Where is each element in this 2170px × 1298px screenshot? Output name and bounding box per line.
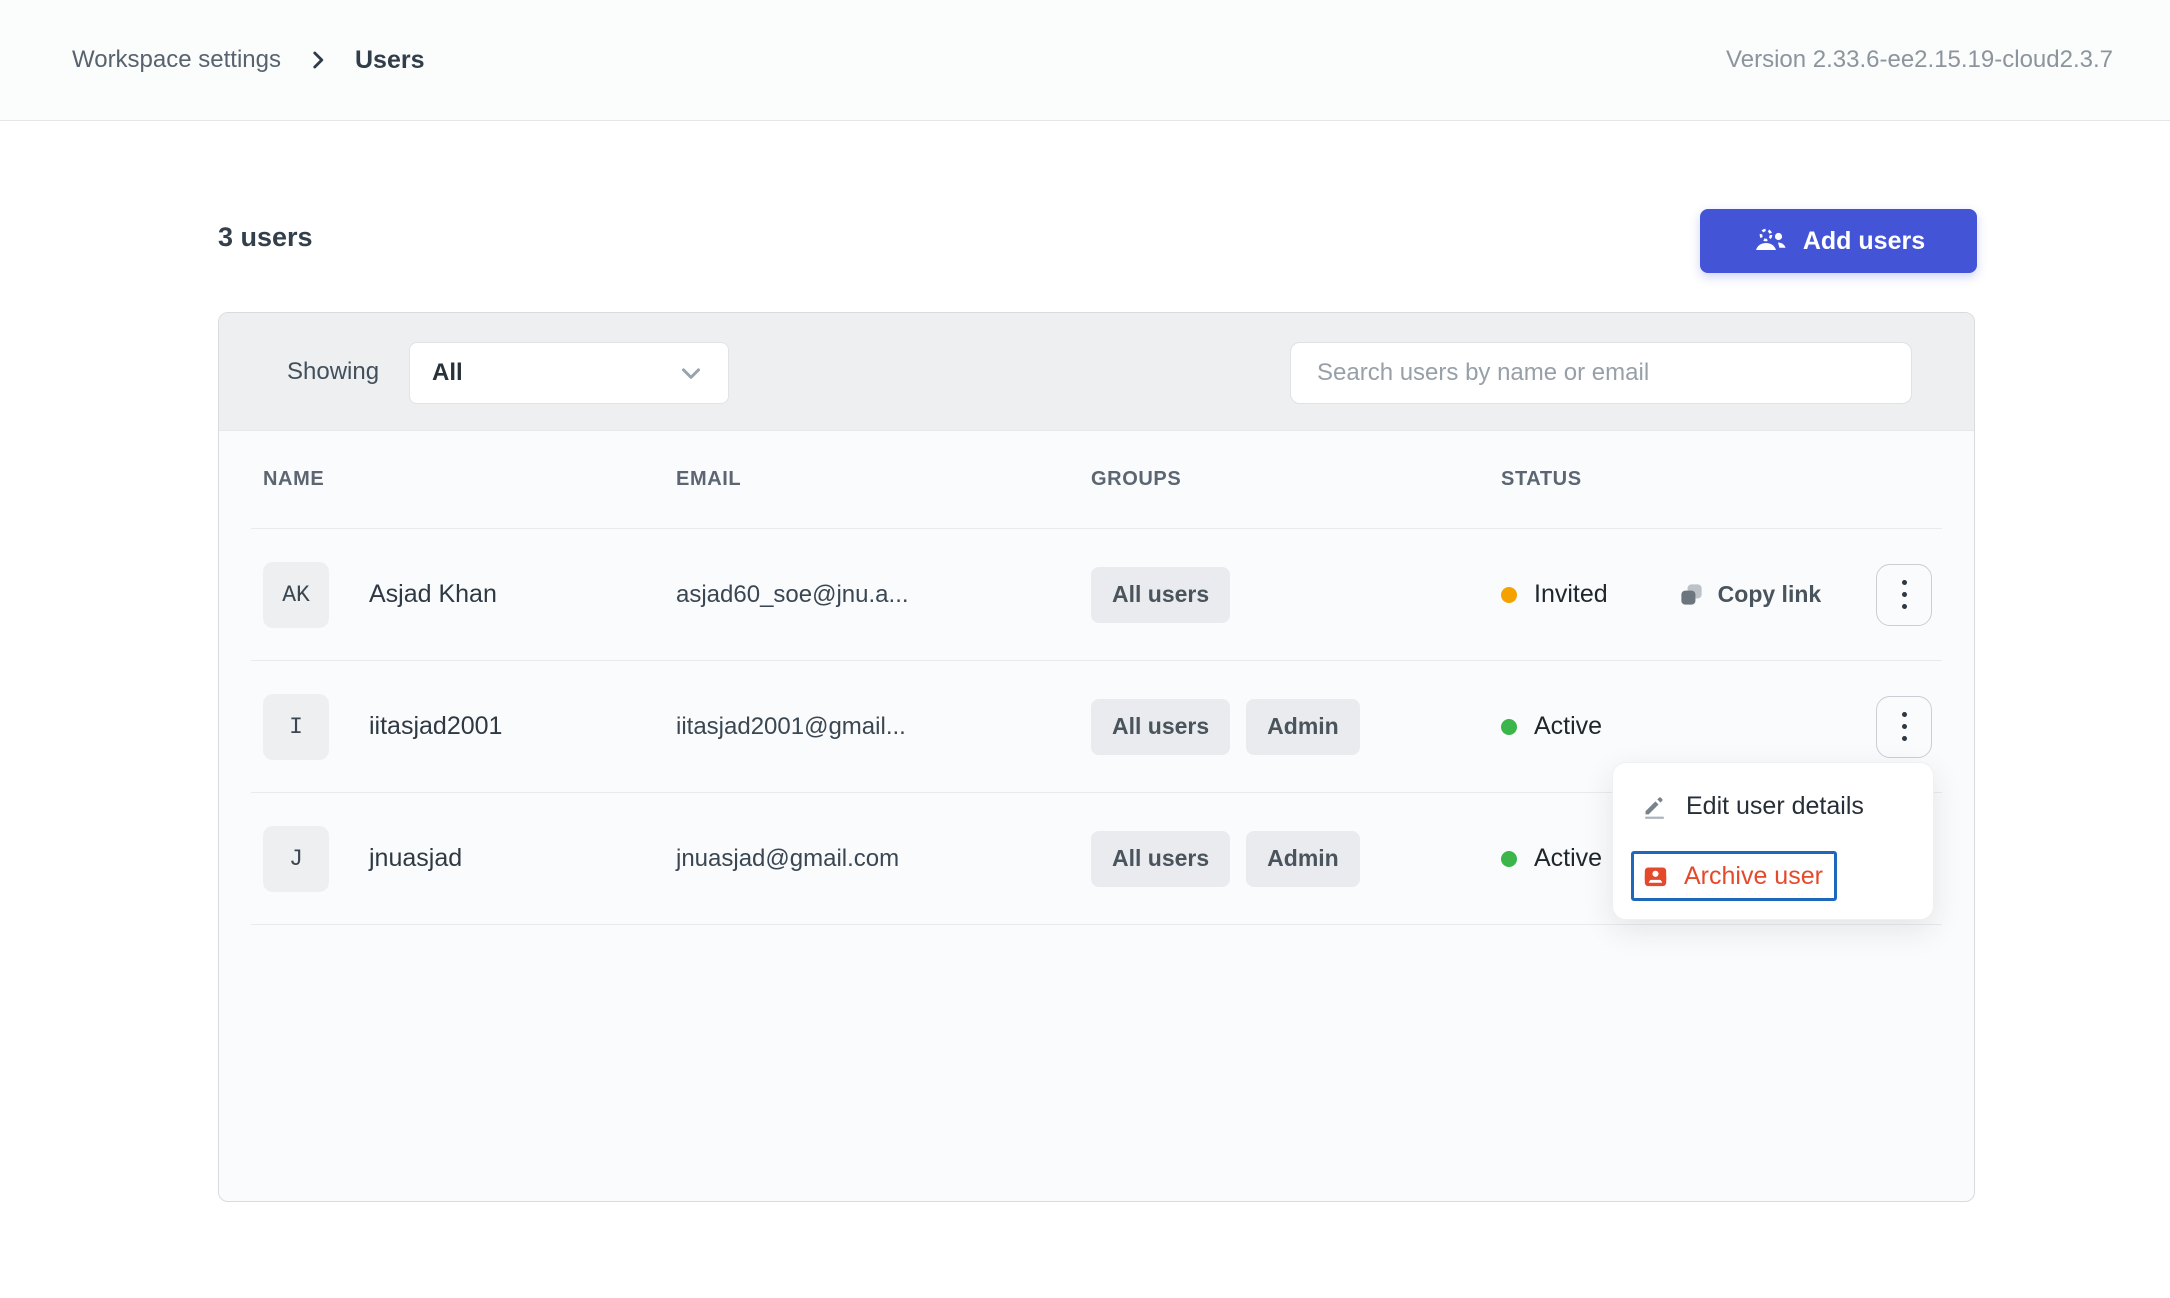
showing-label: Showing	[287, 358, 380, 385]
column-header-groups: GROUPS	[1091, 468, 1182, 490]
menu-item-label: Archive user	[1684, 861, 1823, 890]
user-email: jnuasjad@gmail.com	[676, 844, 900, 872]
copy-icon	[1678, 581, 1705, 608]
status-active-dot-icon	[1501, 850, 1517, 867]
status-label: Active	[1534, 712, 1603, 740]
column-header-name: NAME	[263, 468, 325, 490]
column-header-email: EMAIL	[676, 468, 742, 490]
status-invited-dot-icon	[1501, 586, 1517, 603]
avatar: J	[263, 825, 329, 892]
group-badge: Admin	[1246, 830, 1360, 887]
user-count-heading: 3 users	[218, 222, 313, 252]
menu-item-label: Edit user details	[1686, 791, 1864, 820]
user-filter-select[interactable]: All	[409, 342, 729, 404]
version-text: Version 2.33.6-ee2.15.19-cloud2.3.7	[1726, 46, 2113, 73]
breadcrumb-workspace-settings[interactable]: Workspace settings	[72, 46, 281, 73]
user-email: iitasjad2001@gmail...	[676, 712, 906, 740]
group-badge: All users	[1091, 698, 1231, 755]
user-name: Asjad Khan	[369, 580, 497, 608]
table-header-row: NAME EMAIL GROUPS STATUS	[251, 431, 1942, 529]
copy-link-button[interactable]: Copy link	[1678, 581, 1822, 608]
filter-bar: Showing All	[219, 313, 1974, 431]
users-group-icon	[1752, 228, 1788, 254]
filter-selected-value: All	[432, 359, 463, 386]
group-badge: All users	[1091, 566, 1231, 623]
user-email: asjad60_soe@jnu.a...	[676, 580, 909, 608]
table-row: J jnuasjad jnuasjad@gmail.com All users …	[251, 793, 1942, 925]
row-actions-menu: Edit user details Archive user	[1612, 762, 1934, 920]
row-actions-kebab-button[interactable]	[1876, 695, 1932, 758]
add-users-button[interactable]: Add users	[1700, 209, 1977, 273]
chevron-right-icon	[305, 47, 331, 73]
top-bar: Workspace settings Users Version 2.33.6-…	[0, 0, 2170, 121]
avatar: AK	[263, 561, 329, 628]
group-badge: Admin	[1246, 698, 1360, 755]
status-label: Invited	[1534, 580, 1608, 608]
status-label: Active	[1534, 844, 1603, 872]
column-header-status: STATUS	[1501, 468, 1582, 490]
user-name: iitasjad2001	[369, 712, 503, 740]
user-name: jnuasjad	[369, 844, 463, 872]
users-panel: Showing All NAME EMAIL GROUPS STATUS AK …	[218, 312, 1975, 1202]
status-active-dot-icon	[1501, 718, 1517, 735]
edit-pencil-icon	[1641, 793, 1668, 820]
search-input[interactable]	[1290, 342, 1912, 404]
menu-item-archive-user[interactable]: Archive user	[1631, 851, 1837, 901]
archive-user-icon	[1642, 863, 1669, 890]
group-badge: All users	[1091, 830, 1231, 887]
avatar: I	[263, 693, 329, 760]
row-actions-kebab-button[interactable]	[1876, 563, 1932, 626]
copy-link-label: Copy link	[1717, 581, 1822, 607]
breadcrumb: Workspace settings Users	[72, 0, 424, 120]
chevron-down-icon	[676, 358, 706, 388]
breadcrumb-users: Users	[354, 45, 425, 74]
table-row: AK Asjad Khan asjad60_soe@jnu.a... All u…	[251, 529, 1942, 661]
users-table: NAME EMAIL GROUPS STATUS AK Asjad Khan a…	[251, 431, 1942, 925]
add-users-label: Add users	[1802, 226, 1926, 255]
table-row: I iitasjad2001 iitasjad2001@gmail... All…	[251, 661, 1942, 793]
menu-item-edit-user-details[interactable]: Edit user details	[1613, 775, 1933, 837]
